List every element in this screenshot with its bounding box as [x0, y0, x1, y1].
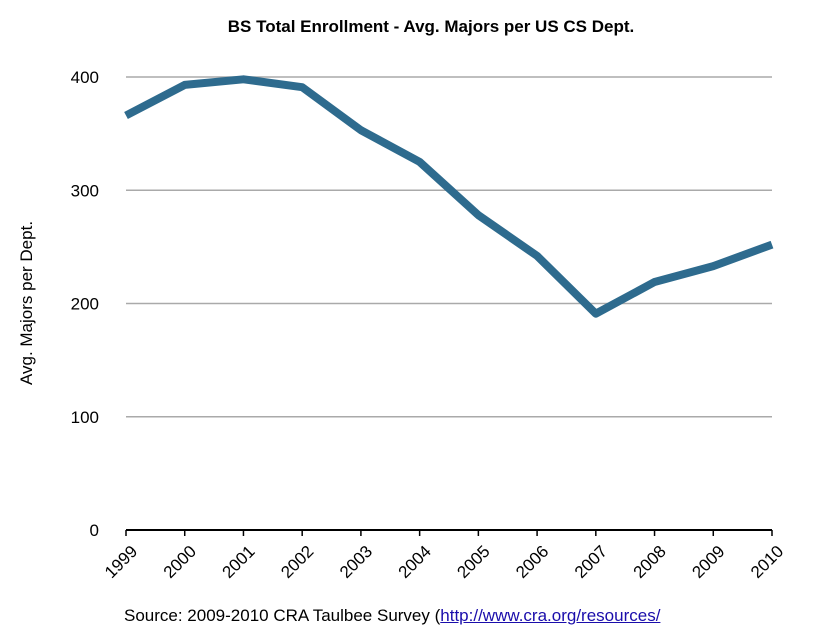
- y-tick-label: 200: [71, 295, 99, 314]
- chart-title: BS Total Enrollment - Avg. Majors per US…: [228, 17, 634, 36]
- x-tick-label: 2004: [395, 542, 435, 582]
- x-tick-label: 2000: [160, 542, 200, 582]
- x-tick-labels: 1999 2000 2001 2002 2003 2004 2005 2006 2007 2008…: [101, 542, 787, 582]
- source-link[interactable]: http://www.cra.org/resources/: [440, 606, 661, 625]
- x-tick-label: 2006: [512, 542, 552, 582]
- y-axis-label: Avg. Majors per Dept.: [17, 221, 36, 385]
- x-tick-label: 1999: [101, 542, 141, 582]
- x-tick-label: 2005: [453, 542, 493, 582]
- x-tick-label: 2001: [219, 542, 259, 582]
- x-tick-label: 2002: [277, 542, 317, 582]
- series-line-0: [124, 75, 774, 318]
- x-tick-label: 2003: [336, 542, 376, 582]
- y-tick-label: 400: [71, 68, 99, 87]
- source-prefix: Source: 2009-2010 CRA Taulbee Survey (: [124, 606, 441, 625]
- x-tick-label: 2008: [630, 542, 670, 582]
- gridlines: [126, 76, 772, 418]
- series-group: [124, 75, 774, 318]
- source-note: Source: 2009-2010 CRA Taulbee Survey (ht…: [124, 606, 660, 626]
- y-tick-label: 100: [71, 408, 99, 427]
- y-tick-label: 0: [90, 521, 99, 540]
- x-tick-label: 2007: [571, 542, 611, 582]
- y-tick-labels: 0 100 200 300 400: [71, 68, 99, 540]
- x-axis: [125, 529, 773, 536]
- x-tick-label: 2010: [747, 542, 787, 582]
- y-tick-label: 300: [71, 181, 99, 200]
- x-tick-label: 2009: [688, 542, 728, 582]
